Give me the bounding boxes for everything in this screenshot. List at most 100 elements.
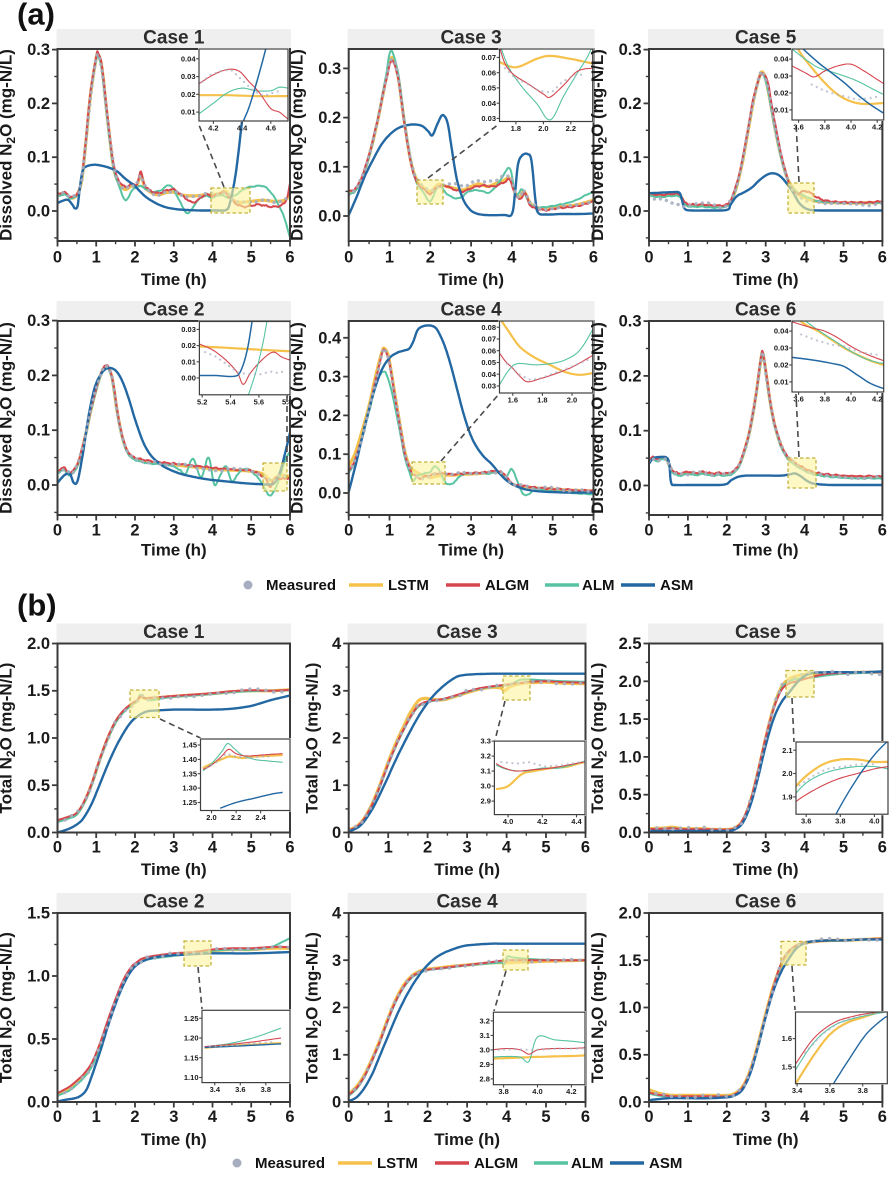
svg-text:Time (h): Time (h) xyxy=(733,270,799,289)
svg-text:(b): (b) xyxy=(17,588,57,623)
svg-text:3.8: 3.8 xyxy=(498,1087,508,1096)
svg-text:2: 2 xyxy=(130,839,139,857)
svg-text:3.8: 3.8 xyxy=(820,123,830,132)
svg-text:Total N2O (mg-N/L): Total N2O (mg-N/L) xyxy=(588,932,610,1083)
svg-text:0: 0 xyxy=(53,249,62,267)
svg-text:0.0: 0.0 xyxy=(318,208,341,226)
svg-text:1.45: 1.45 xyxy=(182,741,197,750)
svg-text:2.8: 2.8 xyxy=(479,1075,489,1084)
svg-text:0.0: 0.0 xyxy=(619,477,642,495)
svg-text:4: 4 xyxy=(332,635,342,653)
svg-text:Time (h): Time (h) xyxy=(434,1130,500,1149)
svg-text:2.0: 2.0 xyxy=(27,635,50,653)
svg-text:0.01: 0.01 xyxy=(774,378,789,387)
svg-text:3: 3 xyxy=(761,249,770,267)
svg-text:0: 0 xyxy=(644,839,653,857)
svg-text:0.02: 0.02 xyxy=(181,90,196,99)
svg-text:0.1: 0.1 xyxy=(27,422,50,440)
svg-text:1.5: 1.5 xyxy=(782,1063,792,1072)
svg-text:0.1: 0.1 xyxy=(318,446,341,464)
svg-text:0.5: 0.5 xyxy=(27,1031,50,1049)
svg-text:2.0: 2.0 xyxy=(619,673,642,691)
svg-text:5.6: 5.6 xyxy=(254,397,264,406)
svg-text:3.8: 3.8 xyxy=(835,817,845,826)
svg-text:0.01: 0.01 xyxy=(181,108,196,117)
svg-text:0: 0 xyxy=(644,1108,653,1126)
svg-text:Total N2O (mg-N/L): Total N2O (mg-N/L) xyxy=(0,663,18,814)
svg-text:3.6: 3.6 xyxy=(235,1085,245,1094)
svg-text:0.3: 0.3 xyxy=(318,60,341,78)
svg-text:3.8: 3.8 xyxy=(857,1086,867,1095)
svg-text:0: 0 xyxy=(53,522,62,540)
svg-text:Case 6: Case 6 xyxy=(735,892,796,913)
svg-text:1: 1 xyxy=(332,1046,341,1064)
svg-text:3: 3 xyxy=(169,839,178,857)
svg-text:6: 6 xyxy=(581,839,590,857)
svg-text:ASM: ASM xyxy=(649,1155,682,1172)
svg-text:0.01: 0.01 xyxy=(774,106,789,115)
svg-text:Total N2O (mg-N/L): Total N2O (mg-N/L) xyxy=(588,663,610,814)
svg-text:0.08: 0.08 xyxy=(481,323,496,332)
svg-text:1: 1 xyxy=(384,1108,393,1126)
svg-text:3: 3 xyxy=(332,952,341,970)
svg-text:3: 3 xyxy=(467,522,476,540)
svg-text:2: 2 xyxy=(423,839,432,857)
svg-text:ALM: ALM xyxy=(571,1155,604,1172)
svg-text:0.5: 0.5 xyxy=(27,777,50,795)
svg-text:2.0: 2.0 xyxy=(538,124,548,133)
svg-text:0.0: 0.0 xyxy=(27,824,50,842)
svg-text:1.6: 1.6 xyxy=(782,1034,792,1043)
svg-text:3.6: 3.6 xyxy=(793,123,803,132)
svg-text:1.30: 1.30 xyxy=(182,784,197,793)
svg-text:6: 6 xyxy=(589,522,598,540)
svg-text:Time (h): Time (h) xyxy=(438,541,504,560)
svg-text:5: 5 xyxy=(247,249,256,267)
svg-text:4: 4 xyxy=(502,1108,512,1126)
svg-text:2: 2 xyxy=(426,522,435,540)
svg-text:0.4: 0.4 xyxy=(318,329,342,347)
svg-text:0: 0 xyxy=(344,249,353,267)
svg-text:Time (h): Time (h) xyxy=(141,1130,207,1149)
svg-text:LSTM: LSTM xyxy=(388,577,429,594)
svg-text:ALM: ALM xyxy=(582,577,615,594)
svg-text:4.4: 4.4 xyxy=(237,124,248,133)
svg-text:3: 3 xyxy=(169,522,178,540)
svg-text:3: 3 xyxy=(463,839,472,857)
svg-text:0.04: 0.04 xyxy=(774,55,789,64)
svg-text:0.2: 0.2 xyxy=(318,109,341,127)
svg-text:0.04: 0.04 xyxy=(481,370,496,379)
svg-text:Measured: Measured xyxy=(266,577,336,594)
svg-text:3: 3 xyxy=(169,249,178,267)
svg-text:5: 5 xyxy=(839,1108,848,1126)
svg-text:3.2: 3.2 xyxy=(480,752,490,761)
svg-text:0.3: 0.3 xyxy=(619,313,642,331)
svg-text:0.03: 0.03 xyxy=(774,72,789,81)
svg-text:4: 4 xyxy=(800,1108,810,1126)
svg-text:1.20: 1.20 xyxy=(184,1034,199,1043)
svg-text:0.02: 0.02 xyxy=(774,89,789,98)
svg-text:0: 0 xyxy=(53,1108,62,1126)
svg-text:5.8: 5.8 xyxy=(282,397,292,406)
svg-text:1.0: 1.0 xyxy=(619,999,642,1017)
svg-text:LSTM: LSTM xyxy=(377,1155,418,1172)
svg-text:0.05: 0.05 xyxy=(481,358,496,367)
svg-text:0.0: 0.0 xyxy=(318,485,341,503)
svg-text:2.4: 2.4 xyxy=(255,813,266,822)
svg-text:4.0: 4.0 xyxy=(532,1087,542,1096)
svg-text:4: 4 xyxy=(800,522,810,540)
svg-text:0.0: 0.0 xyxy=(27,477,50,495)
svg-text:0.3: 0.3 xyxy=(27,312,50,330)
svg-text:2.9: 2.9 xyxy=(479,1060,489,1069)
svg-text:0.02: 0.02 xyxy=(774,361,789,370)
svg-text:0.3: 0.3 xyxy=(27,41,50,59)
svg-text:0: 0 xyxy=(344,522,353,540)
svg-text:0.06: 0.06 xyxy=(481,346,496,355)
svg-text:4.6: 4.6 xyxy=(266,124,276,133)
svg-text:ALGM: ALGM xyxy=(485,577,529,594)
svg-text:3.8: 3.8 xyxy=(820,395,830,404)
svg-text:5: 5 xyxy=(548,249,557,267)
svg-text:Case 6: Case 6 xyxy=(735,300,796,321)
svg-text:0.04: 0.04 xyxy=(481,99,496,108)
svg-text:1.8: 1.8 xyxy=(511,124,521,133)
svg-text:0.2: 0.2 xyxy=(619,367,642,385)
